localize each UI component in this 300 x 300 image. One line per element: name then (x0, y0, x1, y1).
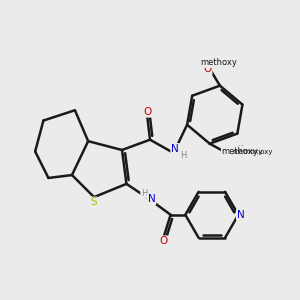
Text: O: O (203, 64, 211, 74)
Text: H: H (141, 189, 147, 198)
Text: S: S (90, 197, 97, 207)
Text: O: O (159, 236, 167, 246)
Text: methoxy: methoxy (222, 146, 258, 155)
Text: H: H (180, 152, 186, 160)
Text: methoxy: methoxy (232, 149, 263, 155)
Text: N: N (171, 144, 179, 154)
Text: O: O (143, 107, 151, 117)
Text: N: N (148, 194, 155, 204)
Text: methoxy: methoxy (226, 145, 260, 154)
Text: methoxy: methoxy (200, 58, 237, 67)
Text: O: O (225, 148, 233, 158)
Text: N: N (237, 210, 244, 220)
Text: methoxy: methoxy (242, 149, 273, 155)
